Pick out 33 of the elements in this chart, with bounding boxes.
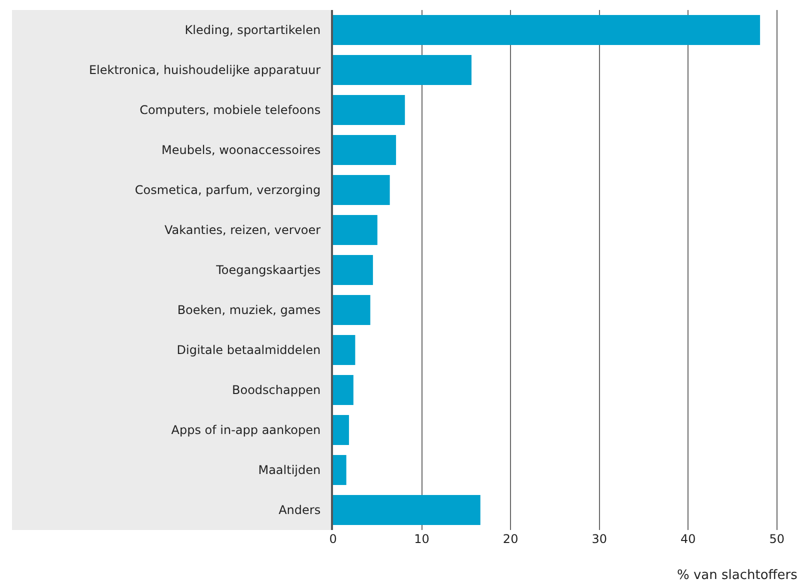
y-tick-label: Vakanties, reizen, vervoer — [164, 223, 321, 238]
y-tick-label: Anders — [278, 503, 321, 518]
x-tick-label: 20 — [502, 532, 518, 546]
bar — [333, 415, 349, 445]
bar — [333, 55, 472, 85]
x-tick-label: 10 — [414, 532, 430, 546]
bar — [333, 255, 373, 285]
bar — [333, 15, 760, 45]
bar — [333, 215, 378, 245]
bar — [333, 295, 370, 325]
y-tick-label: Digitale betaalmiddelen — [176, 343, 321, 358]
x-tick-label: 40 — [680, 532, 696, 546]
y-tick-label: Kleding, sportartikelen — [184, 23, 321, 38]
bar — [333, 495, 480, 525]
x-tick-label: 0 — [329, 532, 337, 546]
y-tick-label: Elektronica, huishoudelijke apparatuur — [88, 63, 321, 78]
x-tick-label: 50 — [769, 532, 785, 546]
bar — [333, 335, 356, 365]
bar — [333, 175, 390, 205]
y-tick-label: Cosmetica, parfum, verzorging — [134, 183, 321, 198]
x-tick-label: 30 — [592, 532, 607, 546]
y-tick-label: Boeken, muziek, games — [177, 303, 321, 318]
y-tick-label: Meubels, woonaccessoires — [162, 143, 321, 158]
y-tick-label: Boodschappen — [232, 383, 321, 398]
bar — [333, 375, 354, 405]
y-tick-label: Computers, mobiele telefoons — [140, 103, 321, 118]
y-tick-label: Apps of in-app aankopen — [171, 423, 321, 438]
x-axis-title: % van slachtoffers — [677, 568, 798, 583]
bar — [333, 455, 346, 485]
bar — [333, 95, 405, 125]
y-tick-label: Maaltijden — [258, 463, 321, 478]
y-tick-label: Toegangskaartjes — [215, 263, 321, 278]
bar — [333, 135, 396, 165]
